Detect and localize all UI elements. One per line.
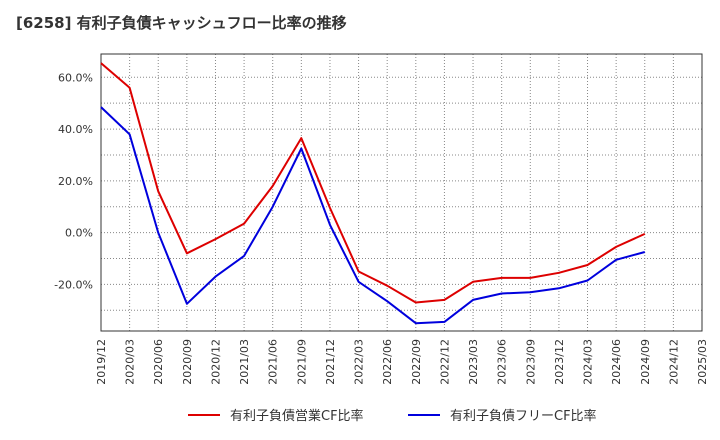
- x-tick-label: 2023/12: [553, 339, 566, 385]
- y-tick-label: 60.0%: [58, 71, 93, 84]
- x-tick-label: 2024/03: [582, 339, 595, 385]
- x-tick-label: 2020/12: [209, 339, 222, 385]
- y-tick-label: 0.0%: [65, 227, 93, 240]
- x-tick-label: 2021/09: [295, 339, 308, 385]
- x-tick-label: 2022/12: [438, 339, 451, 385]
- x-tick-label: 2022/09: [410, 339, 423, 385]
- x-tick-label: 2024/09: [639, 339, 652, 385]
- y-tick-label: -20.0%: [54, 278, 93, 291]
- x-tick-label: 2023/09: [524, 339, 537, 385]
- chart-title: [6258] 有利子負債キャッシュフロー比率の推移: [16, 14, 347, 32]
- x-tick-label: 2023/03: [467, 339, 480, 385]
- x-tick-label: 2020/03: [124, 339, 137, 385]
- x-tick-label: 2019/12: [95, 339, 108, 385]
- legend-label-1: 有利子負債営業CF比率: [230, 408, 364, 424]
- legend-label-2: 有利子負債フリーCF比率: [450, 408, 597, 424]
- x-tick-label: 2024/06: [610, 339, 623, 385]
- x-tick-label: 2023/06: [496, 339, 509, 385]
- series-line-1: [100, 62, 646, 304]
- x-tick-label: 2021/12: [324, 339, 337, 385]
- x-tick-label: 2021/03: [238, 339, 251, 385]
- plot-border: [100, 53, 703, 332]
- x-tick-label: 2022/06: [381, 339, 394, 385]
- y-tick-label: 20.0%: [58, 175, 93, 188]
- x-tick-label: 2025/03: [696, 339, 709, 385]
- series-line-2: [100, 106, 646, 325]
- x-tick-label: 2020/06: [152, 339, 165, 385]
- plot-area: [101, 54, 702, 331]
- x-tick-label: 2020/09: [181, 339, 194, 385]
- x-tick-label: 2024/12: [667, 339, 680, 385]
- y-tick-label: 40.0%: [58, 123, 93, 136]
- x-tick-label: 2021/06: [267, 339, 280, 385]
- x-tick-label: 2022/03: [353, 339, 366, 385]
